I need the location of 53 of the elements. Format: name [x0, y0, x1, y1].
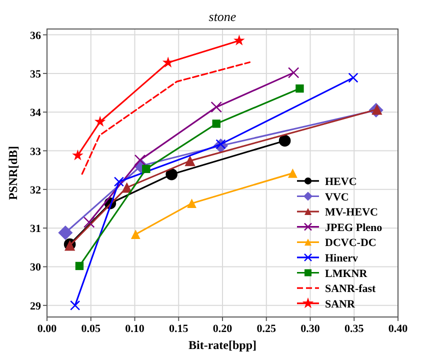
point	[187, 198, 196, 208]
y-tick-label: 31	[30, 223, 41, 236]
x-tick-label: 0.10	[125, 323, 145, 335]
point	[166, 168, 178, 180]
point	[83, 216, 95, 228]
line-series	[81, 61, 251, 175]
point	[233, 34, 245, 46]
legend-label: MV-HEVC	[325, 206, 378, 219]
point	[184, 156, 196, 166]
legend-label: JPEG Pleno	[325, 222, 383, 234]
point	[75, 262, 84, 270]
point	[134, 154, 146, 166]
legend-label: SANR-fast	[325, 283, 376, 296]
point	[142, 164, 150, 174]
point	[278, 134, 291, 147]
point	[94, 116, 106, 127]
y-axis-title: PSNR[dB]	[6, 146, 20, 200]
x-tick-label: 0.25	[256, 323, 276, 335]
point	[288, 67, 300, 78]
legend-label: SANR	[325, 298, 356, 310]
legend-label: Hinerv	[325, 252, 358, 264]
x-tick-label: 0.30	[300, 323, 320, 335]
x-tick-label: 0.05	[81, 323, 101, 335]
x-tick-label: 0.35	[344, 323, 364, 335]
legend-label: DCVC-DC	[325, 237, 376, 250]
y-tick-label: 33	[30, 146, 42, 158]
x-tick-label: 0.00	[37, 323, 58, 335]
point	[70, 300, 80, 310]
y-tick-label: 30	[30, 262, 42, 274]
y-tick-label: 34	[30, 107, 42, 120]
y-tick-label: 35	[30, 68, 42, 80]
y-tick-label: 32	[30, 184, 42, 196]
point	[210, 101, 222, 113]
x-tick-label: 0.20	[212, 323, 233, 335]
x-tick-label: 0.40	[388, 323, 408, 335]
point	[72, 149, 84, 160]
legend-label: HEVC	[325, 176, 357, 188]
point	[212, 120, 220, 128]
chart-title: stone	[208, 9, 236, 24]
x-axis-title: Bit-rate[bpp]	[188, 338, 256, 352]
point	[348, 72, 358, 83]
point	[296, 84, 304, 93]
legend-label: VVC	[325, 191, 349, 204]
legend-label: LMKNR	[325, 268, 368, 280]
x-tick-label: 0.15	[169, 323, 189, 335]
y-tick-label: 29	[30, 300, 42, 312]
point	[162, 56, 174, 68]
point	[114, 176, 124, 187]
point	[122, 182, 132, 193]
y-tick-label: 36	[30, 30, 42, 42]
point	[58, 225, 73, 240]
point	[130, 230, 140, 239]
point	[288, 168, 298, 178]
